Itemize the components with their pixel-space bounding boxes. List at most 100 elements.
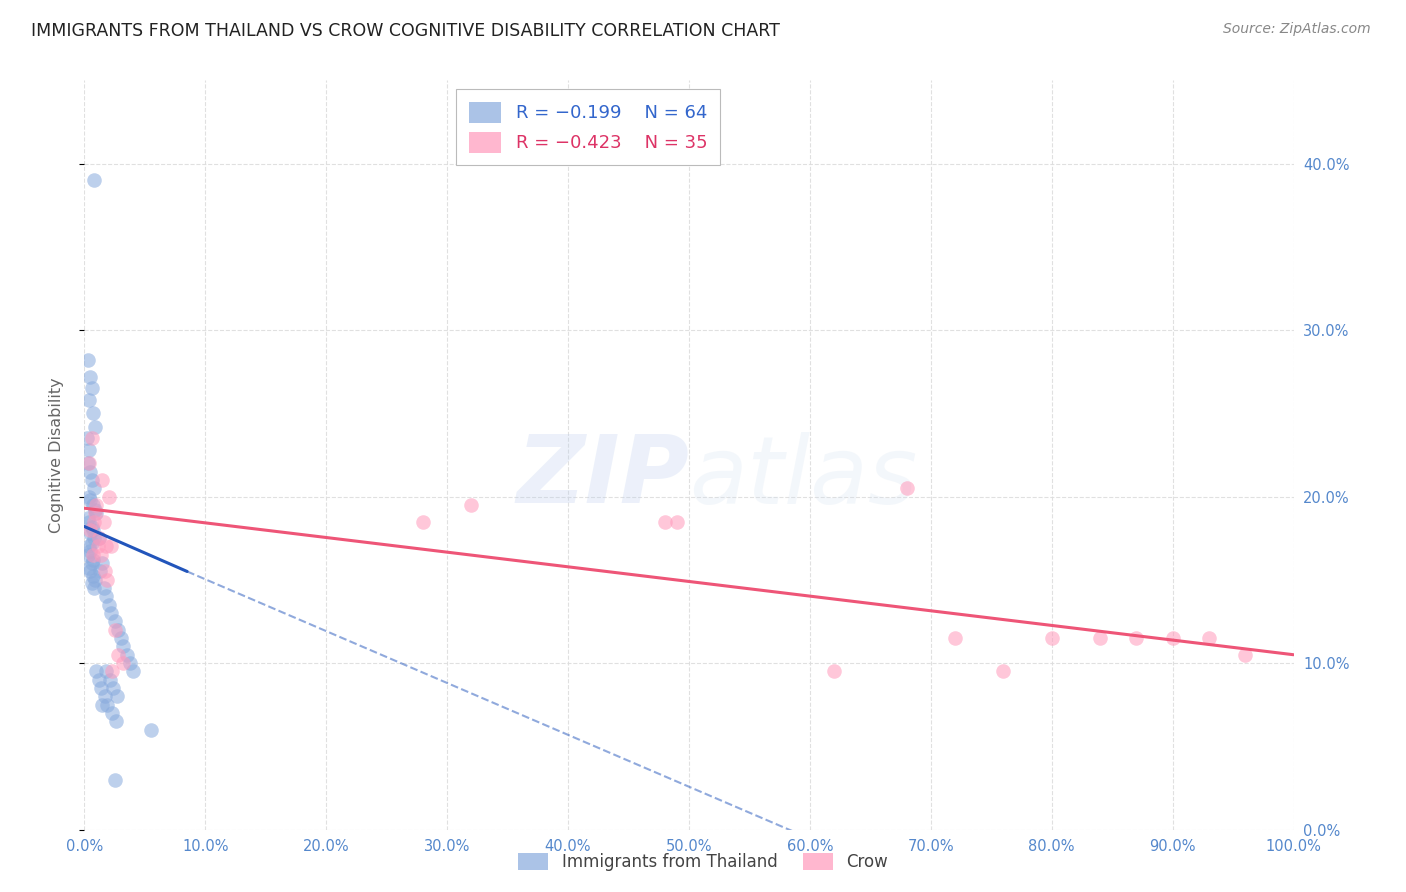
Point <box>84 573 107 587</box>
Point <box>112 656 135 670</box>
Point <box>96 698 118 712</box>
Point <box>77 456 100 470</box>
Point <box>107 648 129 662</box>
Point <box>83 581 105 595</box>
Point <box>82 498 104 512</box>
Point <box>80 556 103 570</box>
Point <box>110 631 132 645</box>
Point <box>112 640 135 654</box>
Point <box>94 690 117 704</box>
Point <box>77 511 100 525</box>
Legend: R = −0.199    N = 64, R = −0.423    N = 35: R = −0.199 N = 64, R = −0.423 N = 35 <box>456 89 720 165</box>
Point <box>83 515 105 529</box>
Point <box>1198 631 1220 645</box>
Point <box>94 540 117 554</box>
Point <box>79 465 101 479</box>
Point <box>77 456 100 470</box>
Point <box>80 431 103 445</box>
Point <box>1088 631 1111 645</box>
Point <box>76 431 98 445</box>
Point <box>77 353 100 368</box>
Point <box>943 631 966 645</box>
Text: IMMIGRANTS FROM THAILAND VS CROW COGNITIVE DISABILITY CORRELATION CHART: IMMIGRANTS FROM THAILAND VS CROW COGNITI… <box>31 22 780 40</box>
Point <box>82 406 104 420</box>
Point <box>412 515 434 529</box>
Point <box>79 544 101 558</box>
Point <box>1234 648 1257 662</box>
Point <box>101 706 124 720</box>
Point <box>120 656 142 670</box>
Point <box>86 540 108 554</box>
Point <box>82 523 104 537</box>
Text: atlas: atlas <box>689 432 917 523</box>
Point <box>84 503 107 517</box>
Point <box>823 665 845 679</box>
Point <box>97 598 120 612</box>
Point <box>87 673 110 687</box>
Point <box>105 690 128 704</box>
Point <box>86 506 108 520</box>
Point <box>77 392 100 407</box>
Point <box>84 419 107 434</box>
Point <box>896 481 918 495</box>
Point <box>93 515 115 529</box>
Point <box>460 498 482 512</box>
Point <box>82 569 104 583</box>
Point <box>104 615 127 629</box>
Point <box>77 515 100 529</box>
Point <box>94 590 117 604</box>
Point <box>100 540 122 554</box>
Point <box>96 573 118 587</box>
Legend: Immigrants from Thailand, Crow: Immigrants from Thailand, Crow <box>510 845 896 880</box>
Y-axis label: Cognitive Disability: Cognitive Disability <box>49 377 63 533</box>
Point <box>993 665 1015 679</box>
Point <box>77 490 100 504</box>
Point <box>1125 631 1147 645</box>
Point <box>104 623 127 637</box>
Point <box>80 473 103 487</box>
Point <box>91 473 114 487</box>
Point <box>89 565 111 579</box>
Point <box>77 442 100 457</box>
Point <box>139 723 162 737</box>
Point <box>79 492 101 507</box>
Point <box>87 531 110 545</box>
Point <box>82 553 104 567</box>
Point <box>82 548 104 562</box>
Point <box>665 515 688 529</box>
Point <box>107 623 129 637</box>
Point <box>91 556 114 570</box>
Point <box>121 665 143 679</box>
Point <box>77 540 100 554</box>
Point <box>83 173 105 187</box>
Point <box>86 498 108 512</box>
Point <box>83 531 105 545</box>
Point <box>80 536 103 550</box>
Point <box>97 490 120 504</box>
Point <box>654 515 676 529</box>
Point <box>86 665 108 679</box>
Point <box>87 531 110 545</box>
Point <box>77 548 100 562</box>
Point <box>80 381 103 395</box>
Point <box>79 526 101 541</box>
Point <box>90 548 112 562</box>
Text: ZIP: ZIP <box>516 432 689 524</box>
Point <box>79 523 101 537</box>
Point <box>79 565 101 579</box>
Point <box>100 606 122 620</box>
Point <box>90 681 112 695</box>
Point <box>98 673 121 687</box>
Point <box>84 506 107 520</box>
Point <box>80 576 103 591</box>
Point <box>77 561 100 575</box>
Point <box>94 665 117 679</box>
Point <box>104 714 127 729</box>
Point <box>1161 631 1184 645</box>
Text: Source: ZipAtlas.com: Source: ZipAtlas.com <box>1223 22 1371 37</box>
Point <box>91 698 114 712</box>
Point <box>93 581 115 595</box>
Point <box>101 665 124 679</box>
Point <box>1040 631 1063 645</box>
Point <box>103 681 125 695</box>
